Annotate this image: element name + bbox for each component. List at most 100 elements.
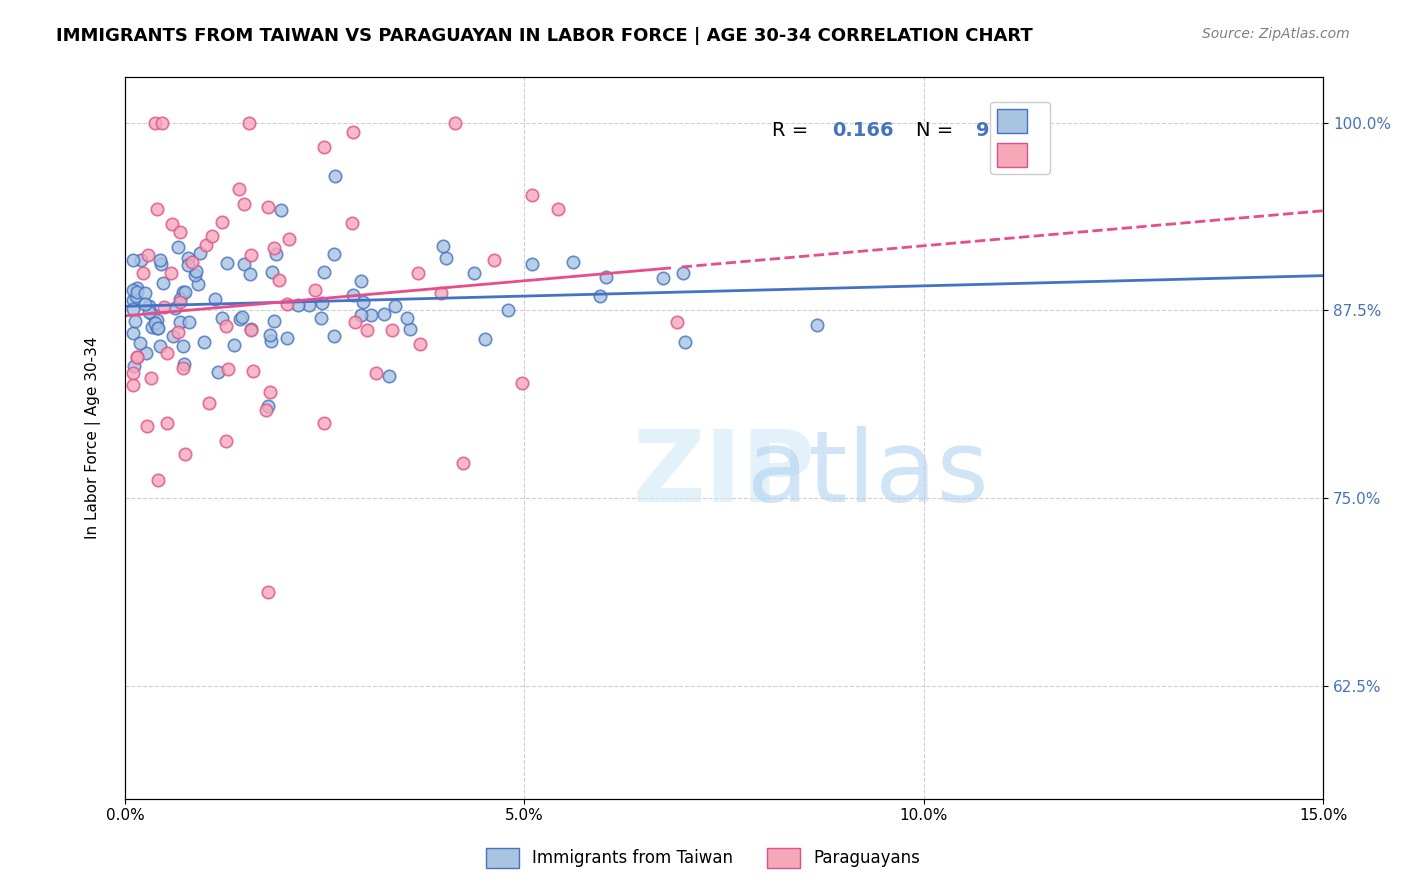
Text: 0.166: 0.166 — [832, 120, 894, 140]
Immigrants from Taiwan — [149, 252, 172, 267]
Paraguayans — [312, 140, 335, 154]
Immigrants from Taiwan — [260, 334, 283, 348]
Text: ZIP: ZIP — [633, 425, 815, 523]
Immigrants from Taiwan — [187, 277, 209, 292]
Immigrants from Taiwan — [287, 297, 309, 311]
Paraguayans — [239, 323, 262, 337]
Paraguayans — [153, 300, 176, 314]
Immigrants from Taiwan — [257, 399, 280, 413]
Paraguayans — [160, 217, 183, 231]
Immigrants from Taiwan — [595, 269, 617, 284]
Paraguayans — [215, 434, 238, 449]
Immigrants from Taiwan — [298, 298, 321, 312]
Text: atlas: atlas — [747, 425, 988, 523]
Immigrants from Taiwan — [141, 307, 163, 321]
Immigrants from Taiwan — [474, 332, 496, 346]
Text: 93: 93 — [976, 120, 1002, 140]
Immigrants from Taiwan — [127, 281, 149, 295]
Immigrants from Taiwan — [169, 292, 191, 306]
Immigrants from Taiwan — [231, 310, 253, 325]
Paraguayans — [139, 371, 162, 385]
Immigrants from Taiwan — [229, 311, 252, 326]
Paraguayans — [482, 253, 505, 268]
Paraguayans — [136, 419, 159, 434]
Text: N =: N = — [915, 120, 959, 140]
Immigrants from Taiwan — [122, 302, 145, 317]
Immigrants from Taiwan — [149, 257, 172, 271]
Immigrants from Taiwan — [146, 320, 169, 334]
Paraguayans — [195, 238, 218, 252]
Immigrants from Taiwan — [135, 345, 157, 359]
Immigrants from Taiwan — [276, 331, 298, 345]
Paraguayans — [228, 182, 250, 196]
Immigrants from Taiwan — [162, 328, 184, 343]
Immigrants from Taiwan — [177, 259, 200, 273]
Paraguayans — [125, 350, 148, 364]
Immigrants from Taiwan — [264, 247, 287, 261]
Paraguayans — [150, 115, 173, 129]
Immigrants from Taiwan — [224, 338, 246, 352]
Paraguayans — [340, 216, 363, 230]
Paraguayans — [169, 225, 191, 239]
Paraguayans — [132, 266, 155, 280]
Paraguayans — [136, 248, 159, 262]
Immigrants from Taiwan — [672, 266, 695, 280]
Paraguayans — [159, 267, 181, 281]
Immigrants from Taiwan — [131, 252, 153, 267]
Legend: Immigrants from Taiwan, Paraguayans: Immigrants from Taiwan, Paraguayans — [479, 841, 927, 875]
Paraguayans — [276, 296, 298, 310]
Paraguayans — [256, 200, 278, 214]
Immigrants from Taiwan — [652, 271, 675, 285]
Immigrants from Taiwan — [169, 315, 191, 329]
Paraguayans — [122, 378, 145, 392]
Paraguayans — [169, 294, 191, 309]
Paraguayans — [366, 366, 388, 380]
Immigrants from Taiwan — [673, 334, 696, 349]
Immigrants from Taiwan — [134, 285, 156, 300]
Immigrants from Taiwan — [498, 303, 520, 318]
Immigrants from Taiwan — [270, 203, 292, 218]
Immigrants from Taiwan — [463, 266, 485, 280]
Immigrants from Taiwan — [172, 285, 194, 299]
Paraguayans — [259, 385, 281, 400]
Paraguayans — [143, 115, 166, 129]
Immigrants from Taiwan — [395, 310, 418, 325]
Immigrants from Taiwan — [179, 315, 201, 329]
Paraguayans — [254, 403, 277, 417]
Immigrants from Taiwan — [141, 320, 163, 334]
Immigrants from Taiwan — [399, 322, 422, 336]
Immigrants from Taiwan — [124, 289, 146, 303]
Paraguayans — [201, 228, 224, 243]
Immigrants from Taiwan — [589, 289, 612, 303]
Paraguayans — [217, 361, 239, 376]
Immigrants from Taiwan — [263, 314, 285, 328]
Immigrants from Taiwan — [143, 316, 166, 330]
Paraguayans — [381, 323, 404, 337]
Paraguayans — [547, 202, 569, 216]
Immigrants from Taiwan — [166, 239, 188, 253]
Paraguayans — [304, 283, 326, 297]
Immigrants from Taiwan — [314, 264, 336, 278]
Paraguayans — [197, 396, 219, 410]
Paraguayans — [148, 473, 170, 487]
Paraguayans — [156, 346, 179, 360]
Text: R =: R = — [772, 120, 814, 140]
Immigrants from Taiwan — [204, 292, 226, 306]
Immigrants from Taiwan — [806, 318, 828, 332]
Immigrants from Taiwan — [322, 247, 344, 261]
Paraguayans — [211, 215, 233, 229]
Paraguayans — [238, 115, 260, 129]
Immigrants from Taiwan — [127, 285, 149, 299]
Immigrants from Taiwan — [211, 311, 233, 326]
Paraguayans — [257, 585, 280, 599]
Paraguayans — [122, 366, 145, 380]
Paraguayans — [278, 232, 301, 246]
Immigrants from Taiwan — [122, 293, 145, 307]
Immigrants from Taiwan — [384, 299, 406, 313]
Paraguayans — [342, 125, 364, 139]
Paraguayans — [406, 266, 429, 280]
Immigrants from Taiwan — [311, 295, 333, 310]
Paraguayans — [312, 417, 335, 431]
Immigrants from Taiwan — [239, 267, 262, 281]
Immigrants from Taiwan — [309, 311, 332, 326]
